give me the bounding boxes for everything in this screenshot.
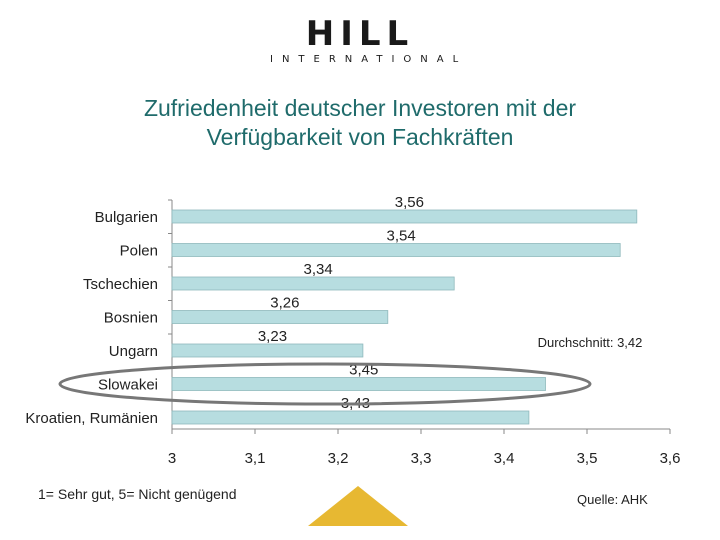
bar: [171, 343, 364, 358]
data-label: 3,23: [258, 328, 287, 345]
slide-title: Zufriedenheit deutscher Investoren mit d…: [40, 94, 680, 152]
slide-title-line-2: Verfügbarkeit von Fachkräften: [206, 124, 514, 150]
logo-wordmark: HILL: [305, 14, 415, 54]
data-label: 3,56: [395, 194, 424, 211]
category-label: Ungarn: [109, 343, 158, 360]
source-note: Quelle: AHK: [577, 492, 648, 507]
average-annotation: Durchschnitt: 3,42: [538, 335, 643, 350]
highlight-ellipse: [58, 362, 592, 406]
hill-international-logo: HILL INTERNATIONAL: [270, 14, 468, 66]
x-tick-label: 3,5: [577, 450, 598, 467]
x-tick-label: 3: [168, 450, 176, 467]
data-label: 3,54: [386, 228, 415, 245]
rating-scale-footnote: 1= Sehr gut, 5= Nicht genügend: [38, 486, 237, 502]
category-label: Bosnien: [104, 310, 158, 327]
category-label: Polen: [120, 243, 158, 260]
category-label: Bulgarien: [95, 209, 158, 226]
category-label: Kroatien, Rumänien: [25, 410, 158, 427]
bar: [171, 276, 455, 291]
bar: [171, 243, 621, 257]
category-label: Tschechien: [83, 276, 158, 293]
data-label: 3,34: [303, 261, 332, 278]
slide-title-line-1: Zufriedenheit deutscher Investoren mit d…: [143, 95, 577, 121]
bar: [171, 209, 638, 224]
x-tick-label: 3,4: [494, 450, 515, 467]
x-tick-label: 3,6: [660, 450, 681, 467]
category-label: Slowakei: [98, 377, 158, 394]
data-label: 3,26: [270, 295, 299, 312]
x-tick-label: 3,1: [245, 450, 266, 467]
x-tick-label: 3,2: [328, 450, 349, 467]
logo-subtitle: INTERNATIONAL: [270, 54, 468, 65]
bar: [171, 377, 546, 391]
x-tick-label: 3,3: [411, 450, 432, 467]
yellow-triangle-arrow: [308, 486, 408, 526]
bar: [171, 410, 530, 425]
bar: [171, 310, 389, 324]
